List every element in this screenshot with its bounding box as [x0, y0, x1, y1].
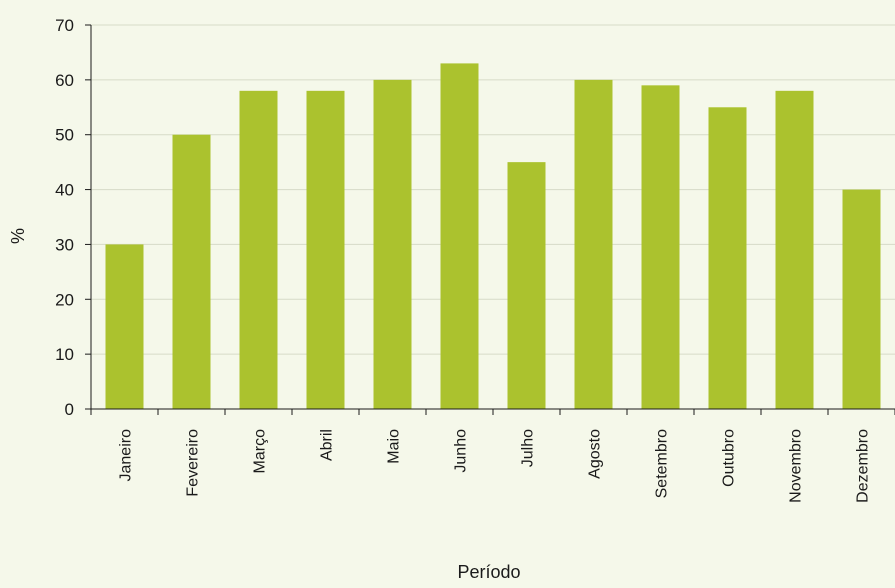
bar-agosto [574, 79, 613, 409]
bar-julho [507, 162, 546, 409]
axes [85, 24, 895, 415]
x-tick-label: Setembro [654, 429, 671, 498]
x-tick-label: Outubro [721, 429, 738, 487]
x-tick-label: Julho [520, 429, 537, 467]
x-tick-label: Fevereiro [185, 429, 202, 497]
x-tick-label: Agosto [587, 429, 604, 479]
bar-novembro [775, 90, 814, 409]
bar-janeiro [105, 244, 144, 409]
y-tick-label: 70 [55, 16, 74, 35]
bar-abril [306, 90, 345, 409]
y-tick-label: 20 [55, 290, 74, 309]
x-axis-title: Período [457, 562, 520, 582]
y-tick-label: 40 [55, 181, 74, 200]
bar-maio [373, 79, 412, 409]
bar-setembro [641, 85, 680, 409]
x-tick-label: Abril [319, 429, 336, 461]
x-tick-label: Dezembro [855, 429, 872, 503]
x-tick-label: Janeiro [118, 429, 135, 482]
bar-dezembro [842, 189, 881, 409]
y-axis-title: % [8, 228, 28, 244]
x-tick-label: Novembro [788, 429, 805, 503]
labels: 0 10 20 30 40 50 60 70 Janeiro Fevereiro Março Abri… [55, 16, 871, 503]
bars [105, 63, 881, 410]
y-tick-label: 10 [55, 345, 74, 364]
y-tick-label: 0 [65, 400, 74, 419]
bar-março [239, 90, 278, 409]
grid-lines [91, 24, 895, 355]
y-tick-label: 60 [55, 71, 74, 90]
y-tick-label: 50 [55, 126, 74, 145]
bar-outubro [708, 107, 747, 410]
y-tick-label: 30 [55, 235, 74, 254]
bar-junho [440, 63, 479, 410]
x-tick-label: Março [252, 429, 269, 474]
x-tick-label: Junho [453, 429, 470, 473]
bar-fevereiro [172, 134, 211, 409]
x-tick-label: Maio [386, 429, 403, 464]
